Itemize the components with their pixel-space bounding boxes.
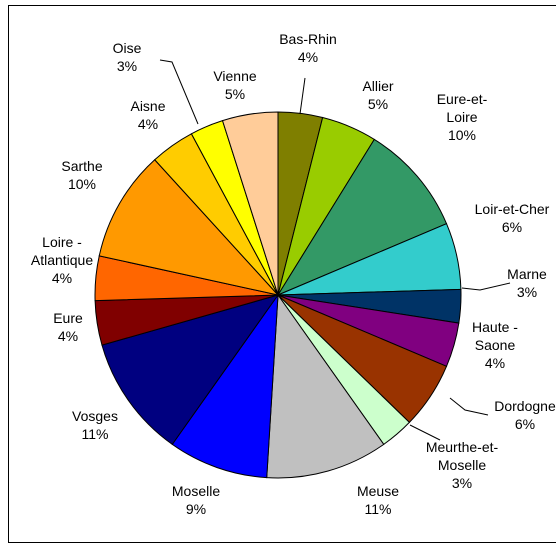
category-name: Bas-Rhin: [279, 31, 337, 47]
category-name: Allier: [362, 78, 394, 94]
value-label: 10%: [447, 127, 477, 143]
category-name: Aisne: [130, 98, 166, 114]
pie-slice: [221, 111, 279, 296]
slice-label: Bas-Rhin 4%: [279, 30, 337, 66]
category-name: Eure-et- Loire: [436, 91, 488, 125]
pie-slice: [171, 293, 279, 479]
slice-label: Eure-et- Loire 10%: [437, 90, 488, 144]
leader-line: [449, 397, 489, 416]
value-label: 4%: [51, 270, 73, 286]
slice-label: Oise 3%: [113, 39, 142, 75]
leader-line: [159, 59, 199, 125]
category-name: Eure: [53, 310, 83, 326]
category-name: Vosges: [72, 408, 118, 424]
category-name: Loir-et-Cher: [474, 201, 550, 217]
category-name: Dordogne: [494, 398, 556, 414]
category-name: Loire - Atlantique: [30, 234, 94, 268]
slice-label: Sarthe 10%: [61, 157, 102, 193]
value-label: 4%: [57, 328, 79, 344]
value-label: 9%: [185, 501, 207, 517]
category-name: Vienne: [213, 68, 257, 84]
slice-label: Meurthe-et- Moselle 3%: [426, 438, 498, 492]
slice-label: Vienne 5%: [213, 67, 256, 103]
category-name: Marne: [507, 266, 547, 282]
slice-label: Eure 4%: [53, 309, 83, 345]
slice-label: Loir-et-Cher 6%: [475, 200, 550, 236]
value-label: 4%: [484, 355, 506, 371]
pie-slice: [266, 293, 385, 479]
value-label: 11%: [364, 501, 392, 517]
slice-label: Dordogne 6%: [494, 397, 556, 433]
leader-line: [461, 282, 511, 291]
slice-label: Haute - Saone 4%: [472, 318, 518, 372]
category-name: Moselle: [171, 483, 221, 499]
slice-label: Vosges 11%: [72, 407, 118, 443]
pie-slice: [98, 159, 280, 296]
category-name: Oise: [112, 40, 142, 56]
pie-slice: [276, 138, 448, 297]
value-label: 6%: [514, 416, 536, 432]
value-label: 4%: [297, 49, 319, 65]
value-label: 3%: [451, 475, 473, 491]
pie-slice: [101, 294, 280, 446]
category-name: Meurthe-et- Moselle: [425, 439, 499, 473]
value-label: 10%: [67, 176, 97, 192]
value-label: 11%: [81, 426, 109, 442]
value-label: 3%: [116, 58, 138, 74]
category-name: Haute - Saone: [472, 319, 518, 353]
value-label: 4%: [137, 116, 159, 132]
leader-line: [299, 77, 306, 115]
category-name: Meuse: [356, 483, 400, 499]
value-label: 6%: [501, 219, 523, 235]
slice-label: Moselle 9%: [172, 482, 220, 518]
slice-label: Loire - Atlantique 4%: [31, 233, 93, 287]
value-label: 5%: [367, 96, 389, 112]
leader-line: [409, 424, 441, 441]
category-name: Sarthe: [61, 158, 103, 174]
value-label: 5%: [224, 86, 246, 102]
slice-label: Marne 3%: [507, 265, 547, 301]
slice-label: Meuse 11%: [357, 482, 399, 518]
slice-label: Allier 5%: [362, 77, 393, 113]
value-label: 3%: [516, 284, 538, 300]
slice-label: Aisne 4%: [130, 97, 165, 133]
